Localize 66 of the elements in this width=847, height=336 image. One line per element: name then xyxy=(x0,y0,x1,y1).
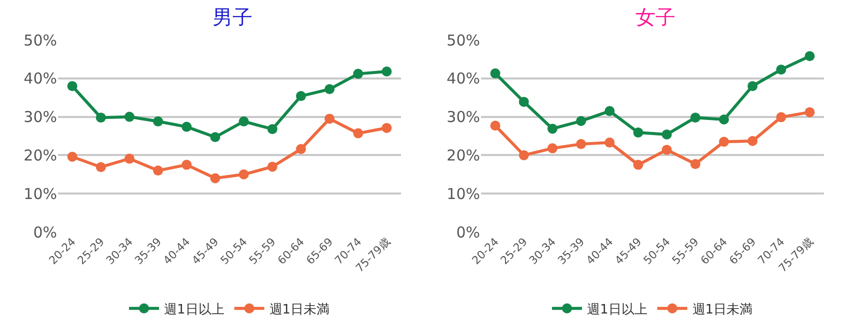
point xyxy=(382,122,392,133)
point xyxy=(182,122,192,132)
y-tick-label: 0% xyxy=(456,223,480,242)
point xyxy=(67,81,78,92)
legend-label: 週1日未満 xyxy=(692,302,753,318)
point xyxy=(267,162,278,172)
point xyxy=(804,51,815,62)
point xyxy=(353,68,364,79)
chart-title: 男子 xyxy=(212,5,253,30)
point xyxy=(124,112,134,122)
y-tick-label: 50% xyxy=(24,31,57,50)
point xyxy=(210,173,220,184)
point xyxy=(804,107,815,118)
point xyxy=(718,114,729,124)
y-tick-label: 40% xyxy=(24,70,57,88)
legend-label: 週1日以上 xyxy=(587,302,648,318)
point xyxy=(633,160,644,170)
chart-title: 女子 xyxy=(636,5,676,30)
point xyxy=(96,112,106,123)
point xyxy=(296,91,306,102)
point xyxy=(690,159,700,170)
legend-label: 週1日未満 xyxy=(269,302,330,318)
point xyxy=(324,84,335,94)
point xyxy=(153,166,164,176)
legend-label: 週1日以上 xyxy=(164,302,224,318)
point xyxy=(382,66,392,76)
point xyxy=(604,138,615,148)
point xyxy=(690,112,700,123)
point xyxy=(96,162,106,172)
point xyxy=(324,114,335,124)
y-tick-label: 40% xyxy=(446,70,480,88)
point xyxy=(776,64,786,75)
point xyxy=(353,128,364,138)
y-tick-label: 30% xyxy=(24,108,57,126)
y-tick-label: 10% xyxy=(446,184,480,203)
y-tick-label: 50% xyxy=(446,31,480,50)
y-tick-label: 30% xyxy=(446,108,480,126)
point xyxy=(267,124,278,134)
point xyxy=(124,154,134,164)
point xyxy=(182,160,192,170)
point xyxy=(518,150,529,160)
point xyxy=(576,139,586,150)
point xyxy=(67,152,78,162)
point xyxy=(748,81,758,92)
point xyxy=(662,129,672,140)
y-tick-label: 20% xyxy=(446,146,480,164)
point xyxy=(210,132,220,142)
point xyxy=(238,169,249,180)
point xyxy=(238,116,249,126)
point xyxy=(662,144,672,155)
point xyxy=(296,144,306,154)
point xyxy=(518,96,529,107)
point xyxy=(490,68,500,78)
point xyxy=(776,112,786,122)
y-tick-label: 0% xyxy=(33,223,57,242)
point xyxy=(547,143,558,154)
point xyxy=(490,120,500,131)
point xyxy=(576,116,586,126)
point xyxy=(718,136,729,147)
point xyxy=(604,106,615,116)
point xyxy=(633,128,644,138)
y-tick-label: 20% xyxy=(24,146,57,164)
point xyxy=(547,124,558,134)
point xyxy=(153,116,164,126)
y-tick-label: 10% xyxy=(24,184,57,203)
point xyxy=(748,136,758,146)
